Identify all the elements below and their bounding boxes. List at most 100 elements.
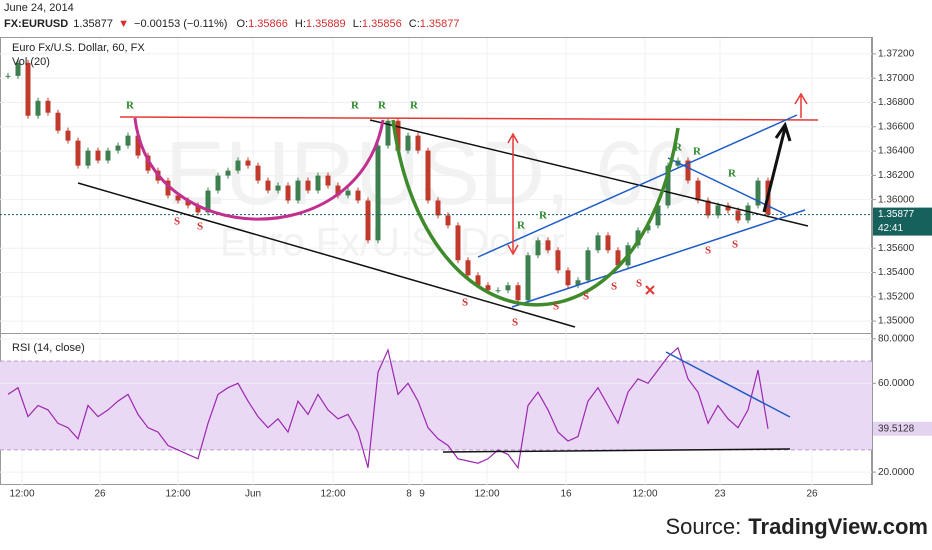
support-mark: S: [553, 301, 559, 313]
ohlc-value: 1.35877: [420, 18, 460, 30]
candle: [605, 235, 611, 251]
candle: [615, 250, 621, 266]
candle: [525, 255, 531, 301]
candle: [505, 285, 511, 291]
candle: [405, 135, 411, 151]
support-mark: S: [512, 317, 518, 329]
candle: [495, 290, 501, 292]
ohlc-label: L:: [353, 18, 362, 30]
x-tick-label: 9: [419, 489, 425, 500]
candle: [735, 210, 741, 221]
trend-line: [369, 119, 809, 227]
candle: [25, 62, 31, 116]
indicator-label: Vol (20): [12, 56, 50, 68]
candle: [445, 215, 451, 226]
candle: [725, 205, 731, 211]
plot-frame: [0, 37, 872, 485]
candle: [705, 200, 711, 216]
candle: [295, 180, 301, 201]
support-mark: S: [611, 281, 617, 293]
last-price-label: 1.35877: [878, 209, 915, 220]
x-tick-label: Jun: [245, 489, 261, 500]
source-site: TradingView.com: [748, 514, 928, 539]
last: 1.35877: [73, 18, 113, 30]
candle: [745, 205, 751, 221]
change: −0.00153 (−0.11%): [134, 18, 227, 30]
rsi-line: [7, 346, 769, 470]
grid: [0, 38, 872, 485]
candle: [215, 175, 221, 191]
candle: [95, 150, 101, 161]
ohlc-label: O:: [236, 18, 248, 30]
y-tick-label: 1.36200: [878, 170, 915, 181]
drawings: [77, 92, 819, 453]
support-mark: S: [462, 297, 468, 309]
ohlc-value: 1.35889: [306, 18, 346, 30]
candle: [105, 150, 111, 161]
candle: [115, 145, 121, 151]
y-tick-label: 1.35600: [878, 243, 915, 254]
candle: [325, 175, 331, 186]
candle: [335, 185, 341, 196]
last-value-label: 39.5128: [878, 423, 915, 434]
candle: [35, 100, 41, 116]
candle: [685, 160, 691, 181]
candle: [465, 260, 471, 276]
rsi-support-line: [442, 448, 791, 453]
support-mark: S: [732, 239, 738, 251]
y-tick-label: 1.36400: [878, 146, 915, 157]
candle: [55, 112, 61, 131]
rsi-trend-line: [665, 351, 791, 418]
last-price-box: [872, 207, 932, 236]
y-tick-label: 1.35200: [878, 291, 915, 302]
candle: [425, 150, 431, 201]
resistance-mark: R: [126, 100, 135, 112]
cross-mark: [645, 285, 655, 295]
breakout-arrow: [762, 127, 787, 213]
candle: [245, 160, 251, 166]
y-tick-label: 1.35000: [878, 316, 915, 327]
candle: [375, 145, 381, 241]
y-tick-label: 20.0000: [878, 467, 915, 478]
ohlc-label: H:: [295, 18, 306, 30]
resistance-mark: R: [410, 100, 419, 112]
y-tick-label: 1.36600: [878, 121, 915, 132]
candle: [265, 180, 271, 191]
candle: [185, 200, 191, 206]
resistance-mark: R: [378, 100, 387, 112]
candle: [355, 190, 361, 201]
resistance-mark: R: [693, 146, 702, 158]
rsi-band: [0, 361, 872, 450]
cup-arc: [133, 117, 385, 221]
labels: 12:00 26 12:00 Jun 12:00 8 9 12:00 16 12:00 23 26 1.…: [9, 37, 932, 500]
y-tick-label: 1.37000: [878, 73, 915, 84]
arrow-head: [507, 132, 519, 256]
candle: [305, 180, 311, 191]
candle: [5, 75, 11, 77]
y-tick-label: 80.0000: [878, 334, 915, 345]
candle: [475, 275, 481, 286]
candle: [455, 225, 461, 261]
x-tick-label: 16: [560, 489, 572, 500]
direction: ▼: [118, 18, 129, 30]
resistance-mark: R: [351, 100, 360, 112]
support-mark: S: [583, 291, 589, 303]
candle: [225, 170, 231, 176]
ohlc-label: C:: [409, 18, 420, 30]
candle: [565, 270, 571, 286]
resistance-mark: R: [539, 210, 548, 222]
y-tick-label: 60.0000: [878, 378, 915, 389]
candle: [515, 285, 521, 301]
watermark-subtitle: Euro Fx/U.S. Dollar: [220, 221, 565, 265]
x-tick-label: 12:00: [165, 489, 190, 500]
candle: [165, 180, 171, 196]
cup-arc: [391, 119, 680, 307]
candle: [585, 250, 591, 281]
source-prefix: Source:: [665, 514, 741, 539]
last-value-box: [872, 421, 932, 436]
support-mark: S: [705, 245, 711, 257]
candle: [85, 150, 91, 166]
panel-title: RSI (14, close): [12, 342, 85, 354]
